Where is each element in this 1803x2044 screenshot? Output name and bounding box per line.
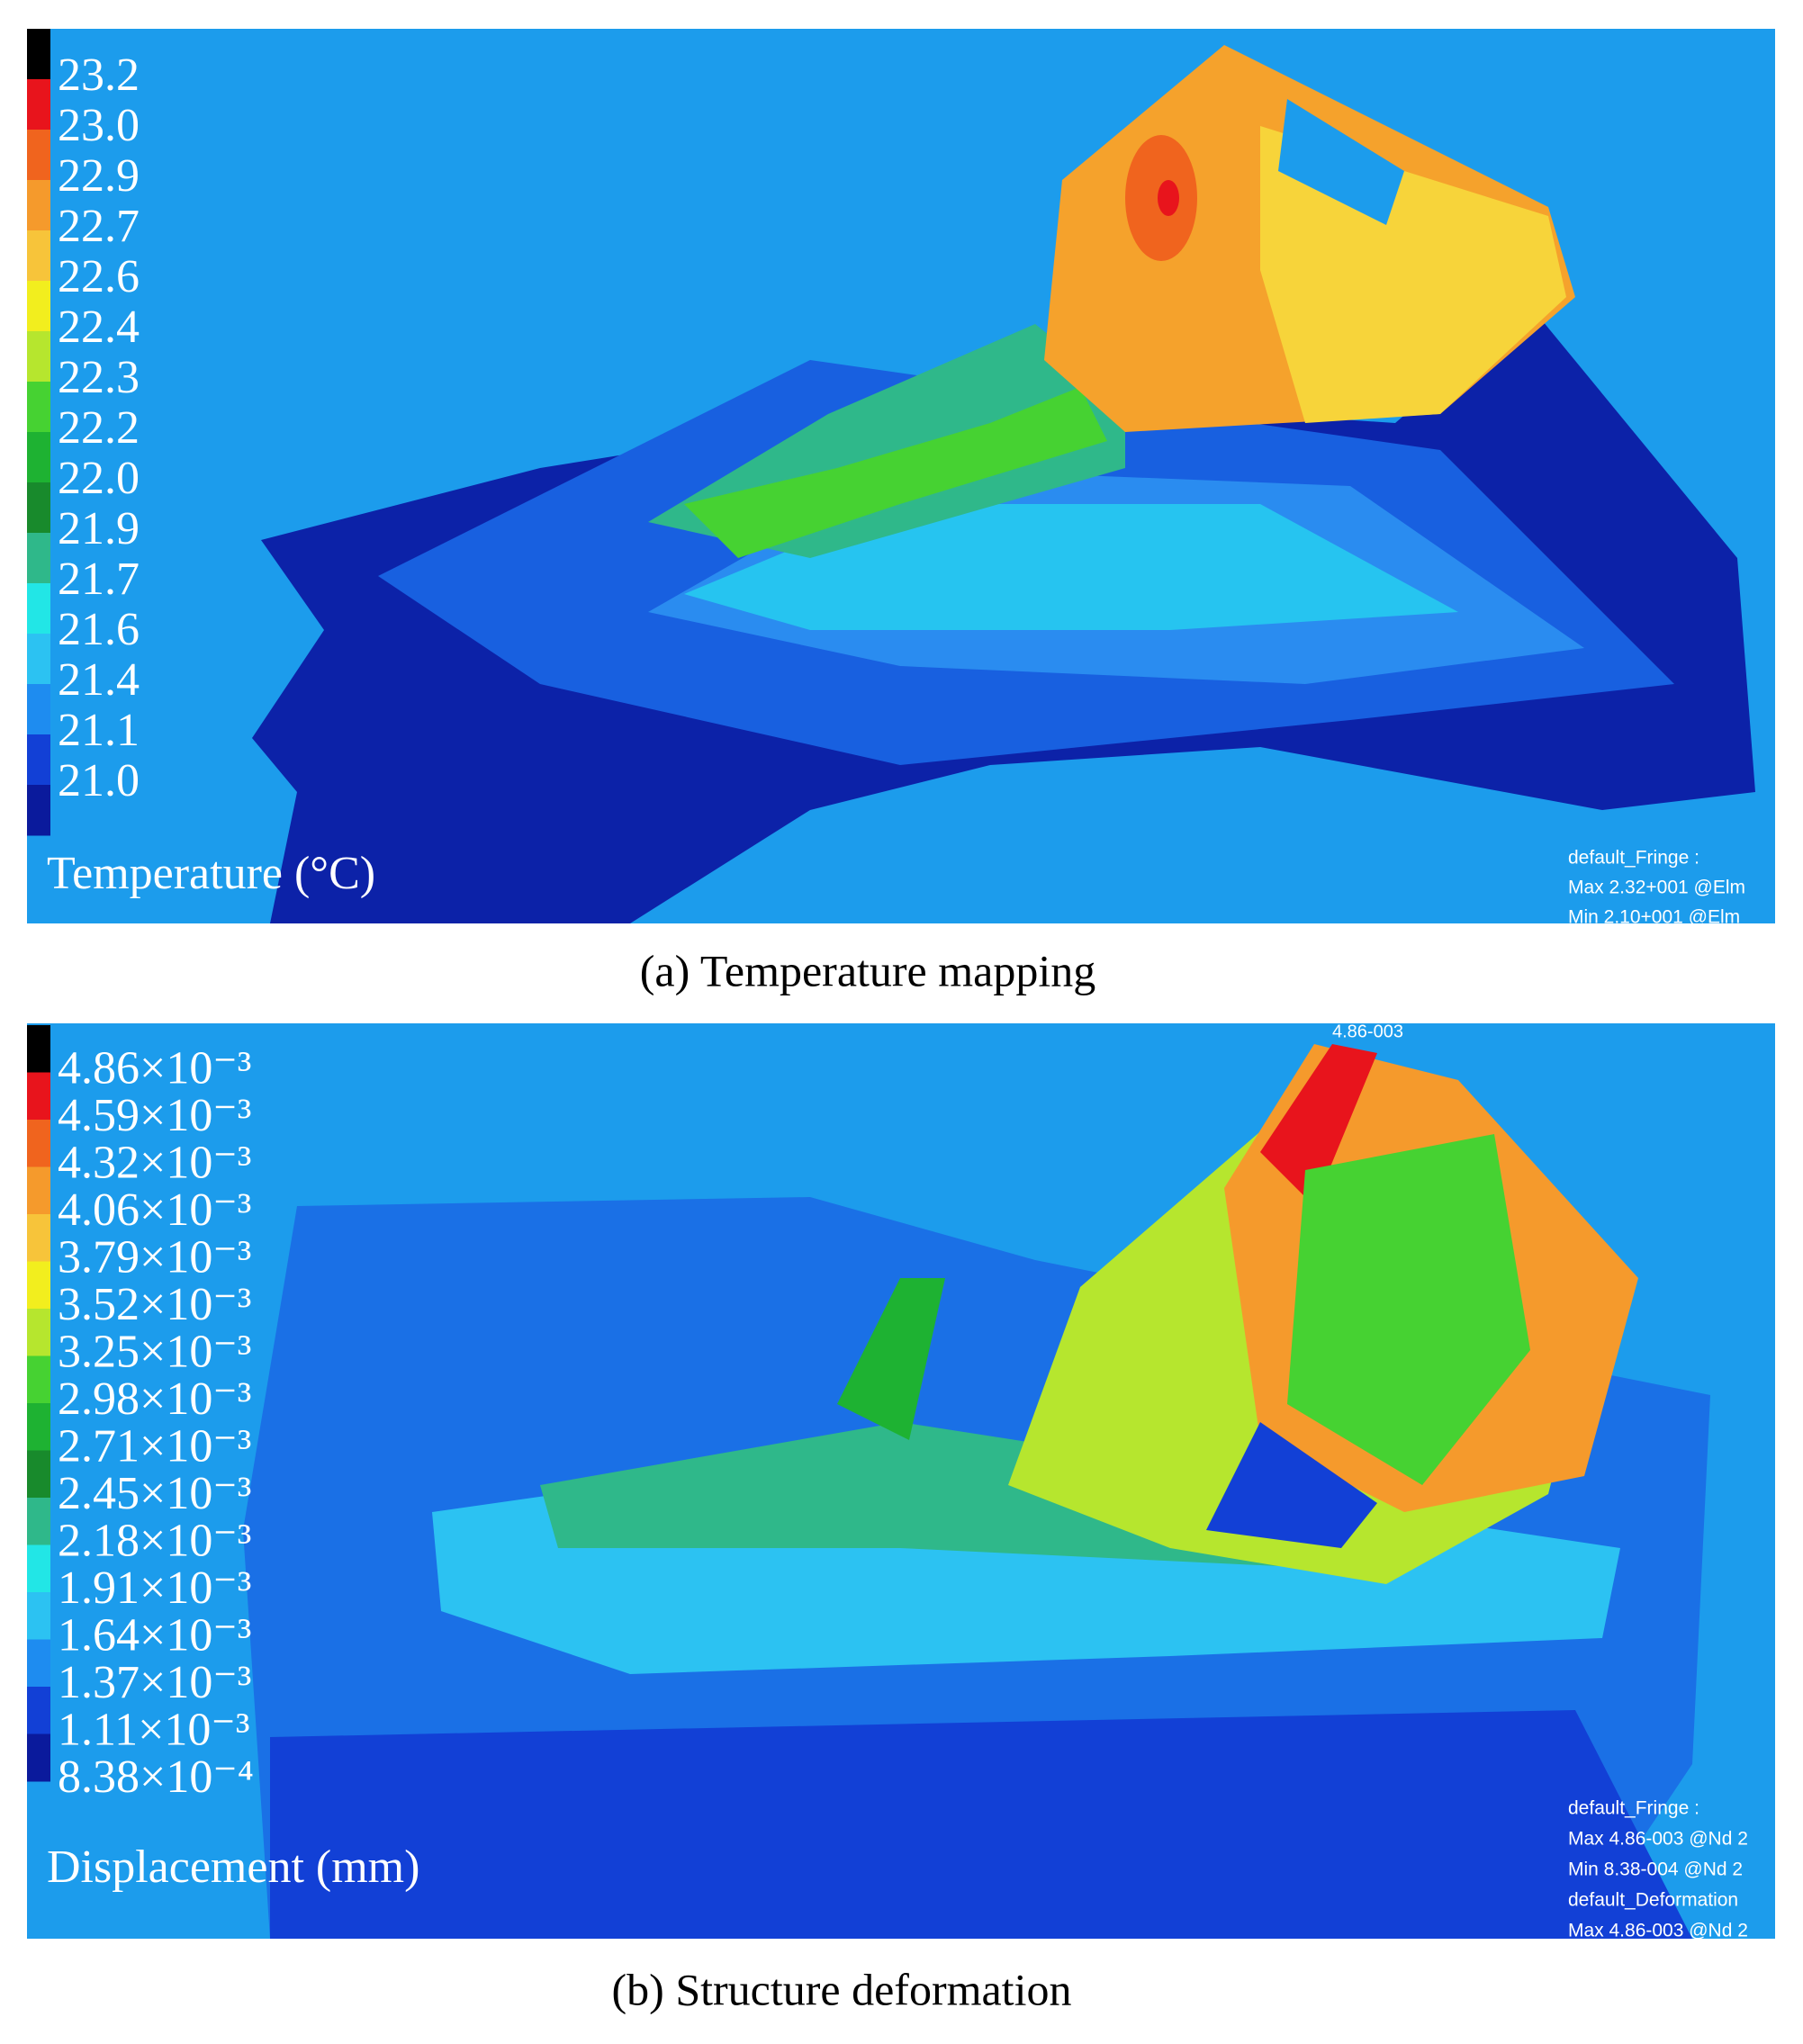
legend-swatch <box>27 684 50 735</box>
panel-b <box>27 1023 1775 1939</box>
legend-swatch <box>27 1403 50 1451</box>
legend-swatch <box>27 1450 50 1499</box>
legend-swatch <box>27 583 50 635</box>
legend-label: 2.71×10⁻³ <box>58 1420 251 1472</box>
annotation: Max 4.86-003 @Nd 2 <box>1568 1921 1748 1941</box>
legend-label: 4.86×10⁻³ <box>58 1042 251 1094</box>
hotspot <box>1158 180 1179 216</box>
legend-label: 22.4 <box>58 302 140 353</box>
legend-swatch <box>27 1733 50 1782</box>
legend-swatch <box>27 1498 50 1545</box>
legend-swatch <box>27 79 50 131</box>
legend-label: 2.45×10⁻³ <box>58 1468 251 1519</box>
legend-label: 2.98×10⁻³ <box>58 1373 251 1425</box>
legend-swatch <box>27 533 50 584</box>
legend-swatch <box>27 1309 50 1356</box>
panel-a <box>27 29 1775 923</box>
legend-label: 21.7 <box>58 554 140 605</box>
max-marker: 4.86-003 <box>1332 1022 1403 1041</box>
legend-label: 23.2 <box>58 50 140 101</box>
opening <box>1278 99 1404 225</box>
contour <box>684 387 1107 558</box>
legend: 4.86×10⁻³4.59×10⁻³4.32×10⁻³4.06×10⁻³3.79… <box>27 1025 254 1803</box>
caption: (b) Structure deformation <box>612 1964 1072 2014</box>
legend-swatch <box>27 29 50 80</box>
legend-swatch <box>27 634 50 685</box>
annotation: default_Fringe : <box>1568 848 1699 869</box>
legend-label: 3.25×10⁻³ <box>58 1326 251 1377</box>
annotation: default_Fringe : <box>1568 1798 1699 1819</box>
legend-label: 21.0 <box>58 755 140 806</box>
contour <box>837 1278 945 1440</box>
legend-swatch <box>27 1214 50 1262</box>
legend-label: 22.0 <box>58 453 140 504</box>
quantity-label: Temperature (°C) <box>47 848 375 899</box>
legend-swatch <box>27 482 50 534</box>
legend-label: 1.91×10⁻³ <box>58 1562 251 1614</box>
legend-swatch <box>27 130 50 181</box>
legend-swatch <box>27 734 50 786</box>
legend-swatch <box>27 1261 50 1310</box>
legend-swatch <box>27 1544 50 1593</box>
legend: 23.223.022.922.722.622.422.322.222.021.9… <box>27 29 140 836</box>
legend-swatch <box>27 382 50 433</box>
legend-label: 23.0 <box>58 100 140 151</box>
legend-swatch <box>27 180 50 231</box>
legend-swatch <box>27 432 50 483</box>
legend-label: 4.59×10⁻³ <box>58 1090 251 1141</box>
contour <box>1287 1134 1530 1485</box>
legend-label: 22.6 <box>58 251 140 302</box>
caption: (a) Temperature mapping <box>640 945 1095 995</box>
legend-label: 21.1 <box>58 705 140 756</box>
legend-label: 8.38×10⁻⁴ <box>58 1751 254 1803</box>
contour <box>1260 1044 1377 1206</box>
legend-swatch <box>27 785 50 836</box>
legend-swatch <box>27 1639 50 1688</box>
legend-swatch <box>27 281 50 332</box>
legend-swatch <box>27 1166 50 1215</box>
legend-label: 22.2 <box>58 402 140 454</box>
legend-label: 3.52×10⁻³ <box>58 1279 251 1330</box>
legend-swatch <box>27 1025 50 1073</box>
annotation: Max 4.86-003 @Nd 2 <box>1568 1829 1748 1850</box>
legend-label: 22.7 <box>58 201 140 252</box>
annotation: Max 2.32+001 @Elm <box>1568 878 1745 898</box>
structure <box>270 1710 1692 1939</box>
legend-label: 21.6 <box>58 604 140 655</box>
legend-swatch <box>27 1592 50 1640</box>
annotations: default_Fringe : Max 2.32+001 @Elm Min 2.1… <box>1568 848 1745 928</box>
annotations: default_Fringe : Max 4.86-003 @Nd 2 Min 8.… <box>1568 1798 1748 1941</box>
legend-label: 4.06×10⁻³ <box>58 1184 251 1236</box>
annotation: Min 2.10+001 @Elm <box>1568 907 1740 928</box>
legend-swatch <box>27 230 50 282</box>
legend-swatch <box>27 1355 50 1404</box>
quantity-label: Displacement (mm) <box>47 1841 419 1893</box>
legend-label: 4.32×10⁻³ <box>58 1137 251 1188</box>
legend-label: 2.18×10⁻³ <box>58 1515 251 1566</box>
legend-swatch <box>27 331 50 383</box>
legend-label: 1.64×10⁻³ <box>58 1609 251 1661</box>
opening <box>1206 1422 1377 1548</box>
legend-swatch <box>27 1687 50 1734</box>
legend-label: 21.4 <box>58 654 140 706</box>
legend-swatch <box>27 1120 50 1167</box>
legend-label: 3.79×10⁻³ <box>58 1231 251 1283</box>
legend-label: 1.37×10⁻³ <box>58 1657 251 1708</box>
annotation: default_Deformation <box>1568 1890 1738 1911</box>
legend-label: 1.11×10⁻³ <box>58 1704 249 1755</box>
legend-label: 22.3 <box>58 352 140 403</box>
legend-swatch <box>27 1072 50 1121</box>
annotation: Min 8.38-004 @Nd 2 <box>1568 1859 1743 1880</box>
legend-label: 21.9 <box>58 503 140 554</box>
legend-label: 22.9 <box>58 150 140 202</box>
